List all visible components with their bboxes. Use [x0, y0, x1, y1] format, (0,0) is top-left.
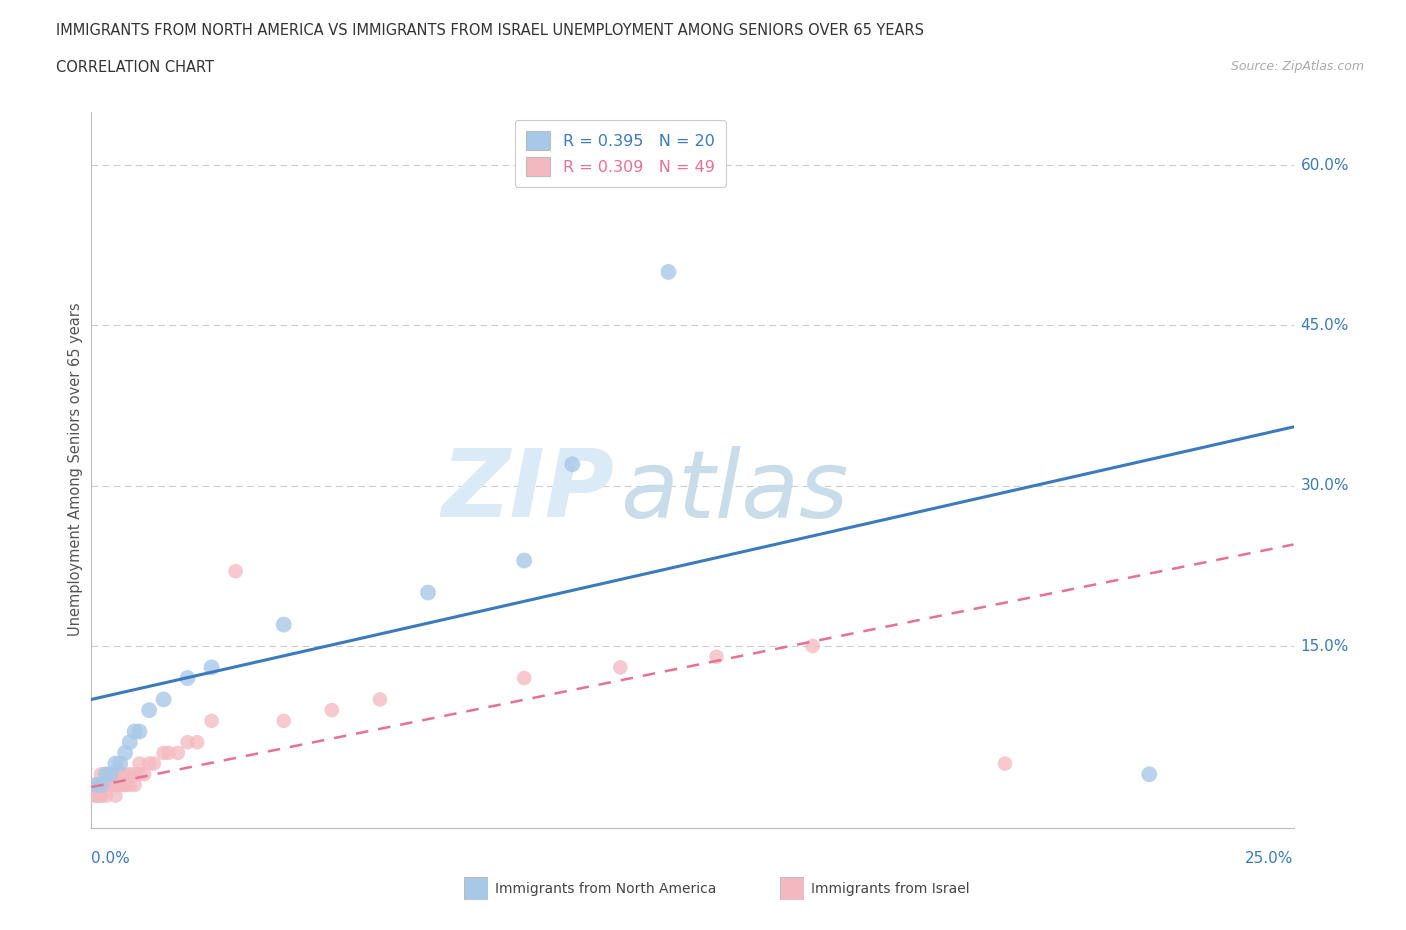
Point	[201, 713, 224, 728]
Point	[90, 777, 112, 792]
Text: 30.0%: 30.0%	[1301, 478, 1348, 493]
Point	[225, 564, 247, 578]
Text: 45.0%: 45.0%	[1301, 318, 1348, 333]
Point	[114, 777, 136, 792]
Text: ZIP: ZIP	[441, 445, 614, 538]
Point	[152, 746, 174, 761]
Point	[114, 746, 136, 761]
Point	[201, 660, 224, 675]
Point	[100, 767, 122, 782]
Point	[104, 756, 127, 771]
Point	[128, 724, 150, 739]
Point	[138, 703, 160, 718]
Point	[561, 457, 583, 472]
Point	[657, 264, 679, 279]
Text: 15.0%: 15.0%	[1301, 639, 1348, 654]
Point	[84, 789, 107, 804]
Text: IMMIGRANTS FROM NORTH AMERICA VS IMMIGRANTS FROM ISRAEL UNEMPLOYMENT AMONG SENIO: IMMIGRANTS FROM NORTH AMERICA VS IMMIGRA…	[56, 23, 924, 38]
Text: 0.0%: 0.0%	[91, 851, 131, 866]
Point	[176, 671, 198, 685]
Point	[84, 777, 107, 792]
Point	[110, 767, 132, 782]
Point	[114, 767, 136, 782]
Point	[94, 767, 117, 782]
Point	[90, 789, 112, 804]
Legend: R = 0.395   N = 20, R = 0.309   N = 49: R = 0.395 N = 20, R = 0.309 N = 49	[515, 120, 725, 187]
Point	[84, 789, 107, 804]
Point	[142, 756, 165, 771]
Point	[1137, 767, 1160, 782]
Point	[186, 735, 208, 750]
Point	[124, 767, 146, 782]
Point	[110, 756, 132, 771]
Point	[100, 777, 122, 792]
Point	[138, 756, 160, 771]
Point	[128, 756, 150, 771]
Point	[416, 585, 439, 600]
Point	[706, 649, 728, 664]
Point	[176, 735, 198, 750]
Text: 60.0%: 60.0%	[1301, 157, 1348, 173]
Point	[94, 767, 117, 782]
Text: Source: ZipAtlas.com: Source: ZipAtlas.com	[1230, 60, 1364, 73]
Point	[104, 767, 127, 782]
Point	[84, 777, 107, 792]
Point	[124, 777, 146, 792]
Text: Immigrants from North America: Immigrants from North America	[495, 882, 716, 897]
Point	[118, 777, 141, 792]
Point	[90, 777, 112, 792]
Point	[104, 777, 127, 792]
Point	[94, 777, 117, 792]
Point	[609, 660, 631, 675]
Y-axis label: Unemployment Among Seniors over 65 years: Unemployment Among Seniors over 65 years	[67, 303, 83, 636]
Point	[90, 777, 112, 792]
Point	[513, 671, 536, 685]
Point	[152, 692, 174, 707]
Point	[94, 777, 117, 792]
Point	[513, 553, 536, 568]
Point	[273, 618, 295, 632]
Point	[994, 756, 1017, 771]
Text: Immigrants from Israel: Immigrants from Israel	[811, 882, 970, 897]
Point	[110, 777, 132, 792]
Point	[90, 767, 112, 782]
Point	[118, 767, 141, 782]
Text: atlas: atlas	[620, 445, 849, 537]
Point	[801, 639, 824, 654]
Point	[84, 777, 107, 792]
Point	[94, 789, 117, 804]
Point	[128, 767, 150, 782]
Point	[114, 777, 136, 792]
Point	[134, 767, 156, 782]
Point	[368, 692, 391, 707]
Point	[273, 713, 295, 728]
Point	[118, 735, 141, 750]
Point	[157, 746, 180, 761]
Point	[321, 703, 343, 718]
Point	[100, 767, 122, 782]
Point	[124, 724, 146, 739]
Point	[84, 789, 107, 804]
Text: 25.0%: 25.0%	[1246, 851, 1294, 866]
Point	[100, 777, 122, 792]
Text: CORRELATION CHART: CORRELATION CHART	[56, 60, 214, 75]
Point	[90, 789, 112, 804]
Point	[104, 789, 127, 804]
Point	[167, 746, 190, 761]
